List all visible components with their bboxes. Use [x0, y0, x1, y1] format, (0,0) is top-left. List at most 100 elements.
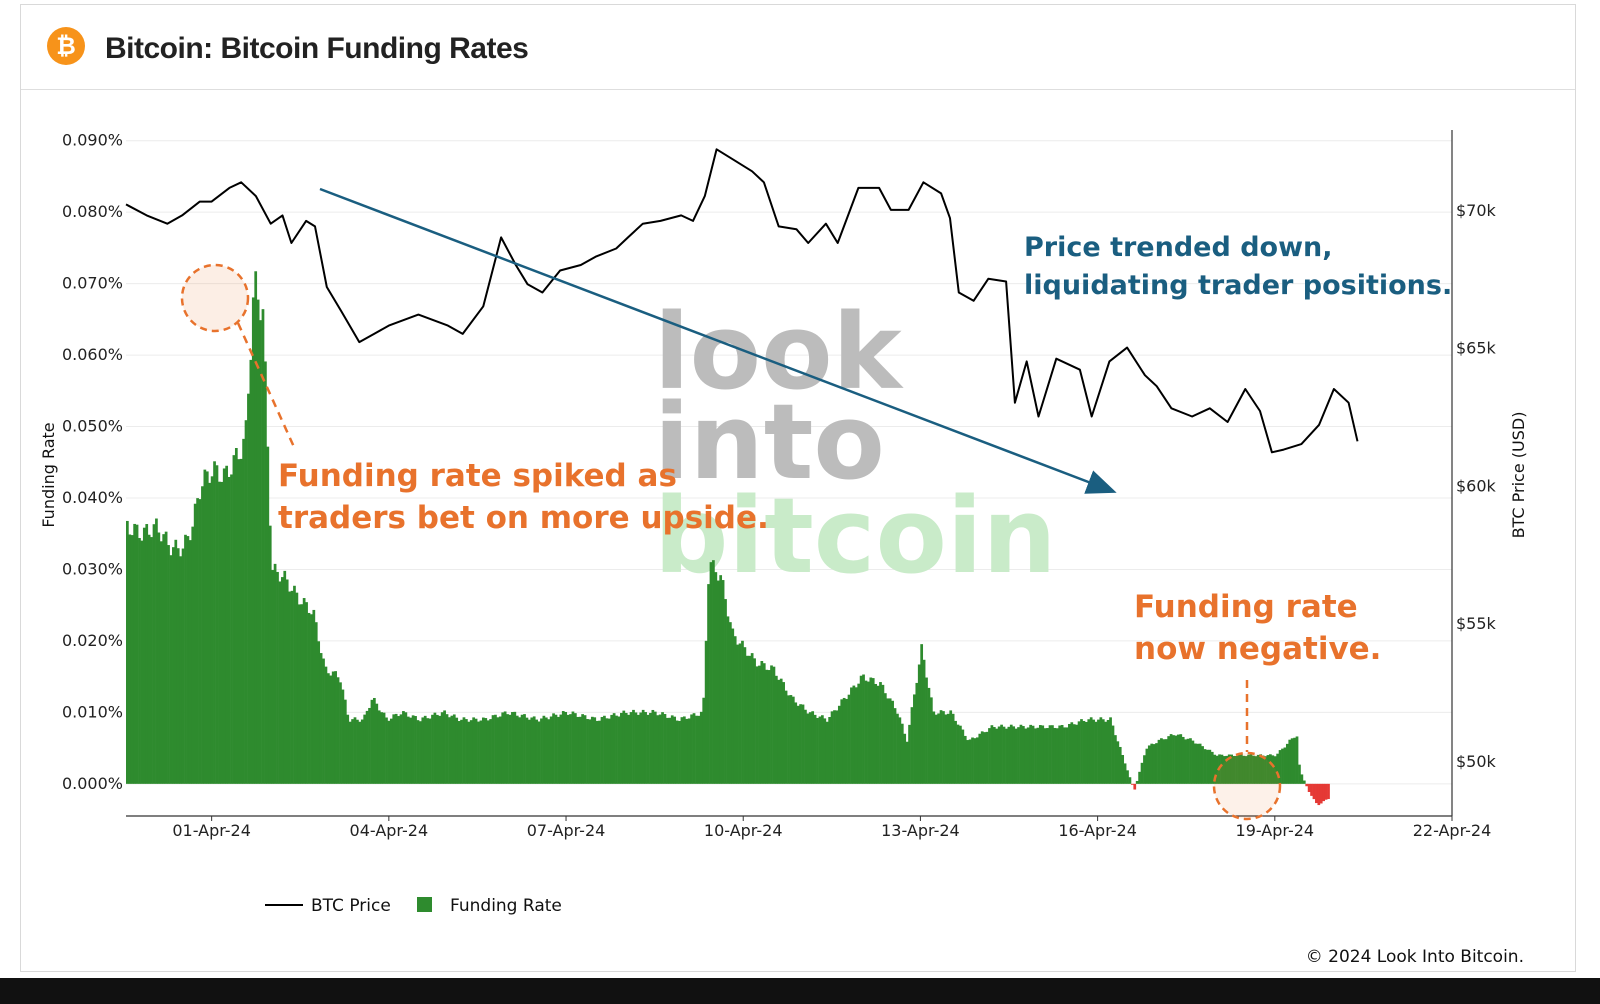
- funding-rate-bar: [842, 697, 846, 784]
- funding-rate-bar: [1184, 739, 1187, 784]
- funding-rate-bar: [138, 538, 141, 784]
- funding-rate-bar: [1276, 753, 1280, 784]
- funding-rate-bar: [169, 555, 173, 784]
- funding-rate-bar: [360, 719, 364, 784]
- funding-rate-bar: [467, 721, 471, 784]
- funding-rate-bar: [963, 735, 967, 784]
- y-left-tick-label: 0.010%: [62, 702, 123, 721]
- funding-rate-bar: [1075, 724, 1079, 784]
- funding-rate-bar: [695, 715, 698, 784]
- funding-rate-bar: [808, 712, 812, 784]
- funding-rate-bar: [712, 560, 715, 784]
- funding-rate-bar: [399, 714, 403, 784]
- funding-rate-bar: [1319, 783, 1323, 804]
- funding-rate-bar: [1118, 746, 1122, 784]
- funding-rate-bar: [828, 717, 831, 784]
- funding-rate-bar: [983, 732, 986, 784]
- funding-rate-bar: [714, 572, 718, 784]
- funding-rate-bar: [750, 653, 754, 784]
- funding-rate-bar: [559, 714, 563, 784]
- funding-rate-bar: [1198, 743, 1202, 784]
- funding-rate-bar: [1312, 783, 1316, 800]
- funding-rate-bar: [724, 599, 727, 784]
- watermark-look: look: [654, 291, 905, 413]
- funding-rate-bar: [622, 710, 626, 784]
- funding-rate-bar: [443, 710, 446, 784]
- funding-rate-bar: [1126, 770, 1129, 784]
- funding-rate-bar: [331, 671, 335, 784]
- funding-rate-bar: [242, 438, 245, 784]
- funding-rate-bar: [1002, 726, 1006, 784]
- negative-highlight-circle: [1212, 751, 1282, 821]
- funding-rate-bar: [1121, 755, 1125, 784]
- funding-rate-bar: [486, 720, 490, 784]
- funding-rate-bar: [1264, 756, 1267, 784]
- funding-rate-bar: [997, 726, 1001, 784]
- funding-rate-bar: [1140, 762, 1144, 784]
- funding-rate-bar: [1317, 783, 1321, 806]
- funding-rate-bar: [1283, 747, 1287, 784]
- funding-rate-bar: [973, 738, 977, 784]
- y-right-tick-label: $55k: [1456, 614, 1497, 633]
- funding-rate-bar: [293, 585, 296, 784]
- spike-annotation-line-1: Funding rate spiked as: [278, 458, 677, 494]
- x-tick-label: 13-Apr-24: [881, 821, 960, 840]
- funding-rate-bar: [266, 446, 270, 784]
- funding-rate-bar: [389, 718, 393, 784]
- funding-rate-bar: [496, 717, 500, 784]
- funding-rate-bar: [201, 486, 204, 784]
- funding-rate-bar: [1128, 777, 1132, 784]
- right-axis-ticks: $50k $55k $60k $65k $70k: [1456, 201, 1497, 771]
- funding-rate-bar: [666, 717, 669, 784]
- funding-rate-bar: [767, 670, 771, 784]
- funding-rate-bar: [365, 710, 369, 784]
- funding-rate-bar: [690, 714, 693, 784]
- funding-rate-bar: [520, 714, 524, 784]
- funding-rate-bar: [1150, 743, 1154, 784]
- funding-rate-bar: [903, 733, 907, 784]
- funding-rate-bar: [150, 537, 153, 784]
- funding-rate-bar: [455, 717, 459, 784]
- funding-rate-bar: [1322, 783, 1326, 802]
- funding-rate-bar: [288, 591, 291, 784]
- y-left-axis-title: Funding Rate: [39, 422, 58, 527]
- funding-rate-bar: [1213, 754, 1217, 784]
- funding-rate-bar: [222, 468, 226, 784]
- funding-rate-bar: [314, 622, 318, 784]
- funding-rate-bar: [995, 728, 999, 784]
- funding-rate-bar: [886, 698, 890, 784]
- funding-rate-bar: [544, 717, 548, 784]
- funding-rate-bar: [1295, 736, 1299, 784]
- funding-rate-bar: [535, 719, 538, 784]
- funding-rate-bar: [864, 680, 868, 784]
- funding-rate-bar: [847, 694, 851, 784]
- funding-rate-bar: [1138, 771, 1141, 784]
- funding-rate-bar: [256, 299, 260, 784]
- funding-rate-bar: [135, 524, 139, 784]
- funding-rate-bar: [1070, 722, 1074, 784]
- funding-rate-bar: [639, 712, 643, 784]
- y-left-tick-label: 0.080%: [62, 202, 123, 221]
- funding-rate-bar: [801, 704, 805, 784]
- funding-rate-bar: [772, 666, 776, 784]
- funding-rate-bar: [692, 713, 696, 784]
- funding-rate-bar: [1189, 738, 1192, 784]
- funding-rate-bar: [554, 714, 558, 784]
- annotation-negative: Funding rate now negative.: [1134, 589, 1381, 821]
- funding-rate-bar: [825, 721, 829, 784]
- funding-rate-bar: [784, 690, 788, 784]
- funding-rate-bar: [566, 714, 570, 784]
- funding-rate-bar: [760, 661, 764, 784]
- funding-rate-bar: [736, 644, 739, 784]
- y-right-tick-label: $70k: [1456, 201, 1497, 220]
- funding-rate-bar: [753, 658, 756, 784]
- funding-rate-bar: [1232, 755, 1236, 784]
- funding-rate-bar: [1099, 717, 1103, 784]
- funding-rate-bar: [571, 711, 575, 784]
- funding-rate-bar: [833, 710, 836, 784]
- funding-rate-bar: [1026, 727, 1030, 784]
- funding-rate-bar: [1256, 754, 1260, 784]
- funding-rate-bar: [1307, 783, 1311, 792]
- funding-rate-bar: [547, 719, 551, 784]
- funding-rate-bar: [932, 711, 936, 784]
